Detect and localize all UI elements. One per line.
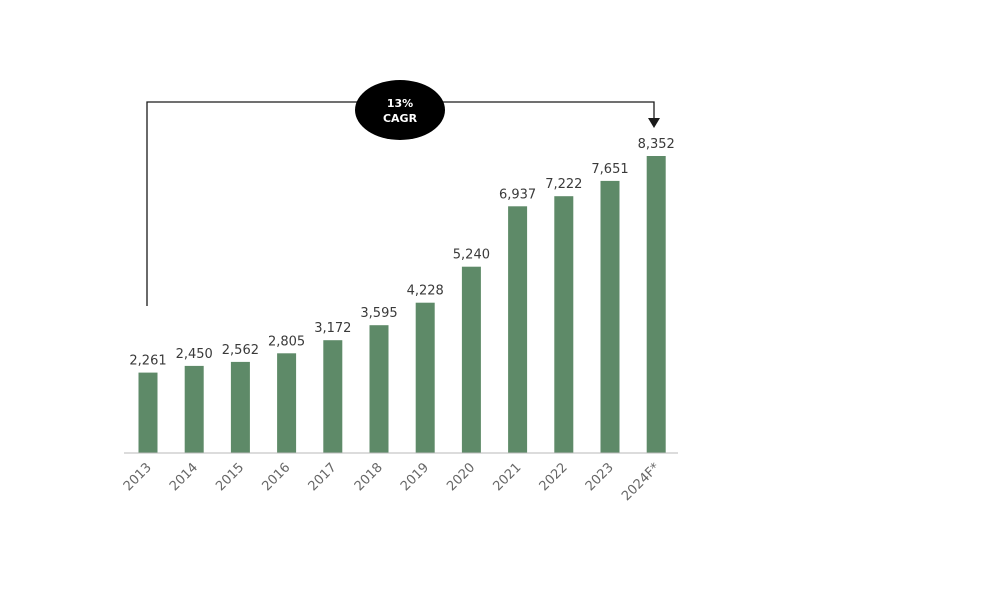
x-tick-2017: 2017 [306, 460, 340, 494]
bar-2024F* [646, 156, 666, 453]
x-tick-2013: 2013 [121, 460, 155, 494]
value-label-2023: 7,651 [591, 162, 628, 177]
x-tick-2014: 2014 [167, 460, 201, 494]
bar-2022 [554, 196, 574, 453]
x-tick-2021: 2021 [490, 460, 524, 494]
cagr-annotation: 13% CAGR [146, 80, 660, 306]
x-tick-2022: 2022 [537, 460, 571, 494]
bar-2019 [415, 302, 435, 453]
x-tick-2024F*: 2024F* [619, 460, 663, 504]
bar-2021 [508, 206, 528, 453]
bar-2023 [600, 180, 620, 453]
value-label-2017: 3,172 [314, 321, 351, 336]
x-tick-2019: 2019 [398, 460, 432, 494]
value-labels-layer: 2,261 2,450 2,562 2,805 3,172 3,595 4,228 5,240… [129, 137, 674, 369]
bar-2018 [369, 325, 389, 453]
x-tick-2023: 2023 [583, 460, 617, 494]
x-tick-2016: 2016 [259, 460, 293, 494]
x-tick-2018: 2018 [352, 460, 386, 494]
value-label-2021: 6,937 [499, 187, 536, 202]
value-label-2020: 5,240 [453, 248, 490, 263]
value-label-2015: 2,562 [222, 343, 259, 358]
value-label-2018: 3,595 [360, 306, 397, 321]
bars-layer [138, 156, 666, 453]
cagr-value: 13% [387, 97, 413, 110]
value-label-2013: 2,261 [129, 354, 166, 369]
bar-2015 [230, 361, 250, 453]
cagr-badge [355, 80, 445, 140]
value-label-2016: 2,805 [268, 334, 305, 349]
cagr-label: CAGR [383, 112, 418, 125]
x-tick-2015: 2015 [213, 460, 247, 494]
x-tick-labels-layer: 2013 2014 2015 2016 2017 2018 2019 2020 2021 2022… [121, 460, 664, 504]
x-tick-2020: 2020 [444, 460, 478, 494]
value-label-2024F*: 8,352 [638, 137, 675, 152]
bar-2017 [323, 340, 343, 453]
bar-2020 [461, 266, 481, 453]
bar-2013 [138, 372, 158, 453]
value-label-2019: 4,228 [407, 284, 444, 299]
bar-2014 [184, 365, 204, 453]
value-label-2022: 7,222 [545, 177, 582, 192]
cagr-arrowhead-icon [648, 118, 660, 128]
bar-2016 [277, 353, 297, 453]
value-label-2014: 2,450 [176, 347, 213, 362]
